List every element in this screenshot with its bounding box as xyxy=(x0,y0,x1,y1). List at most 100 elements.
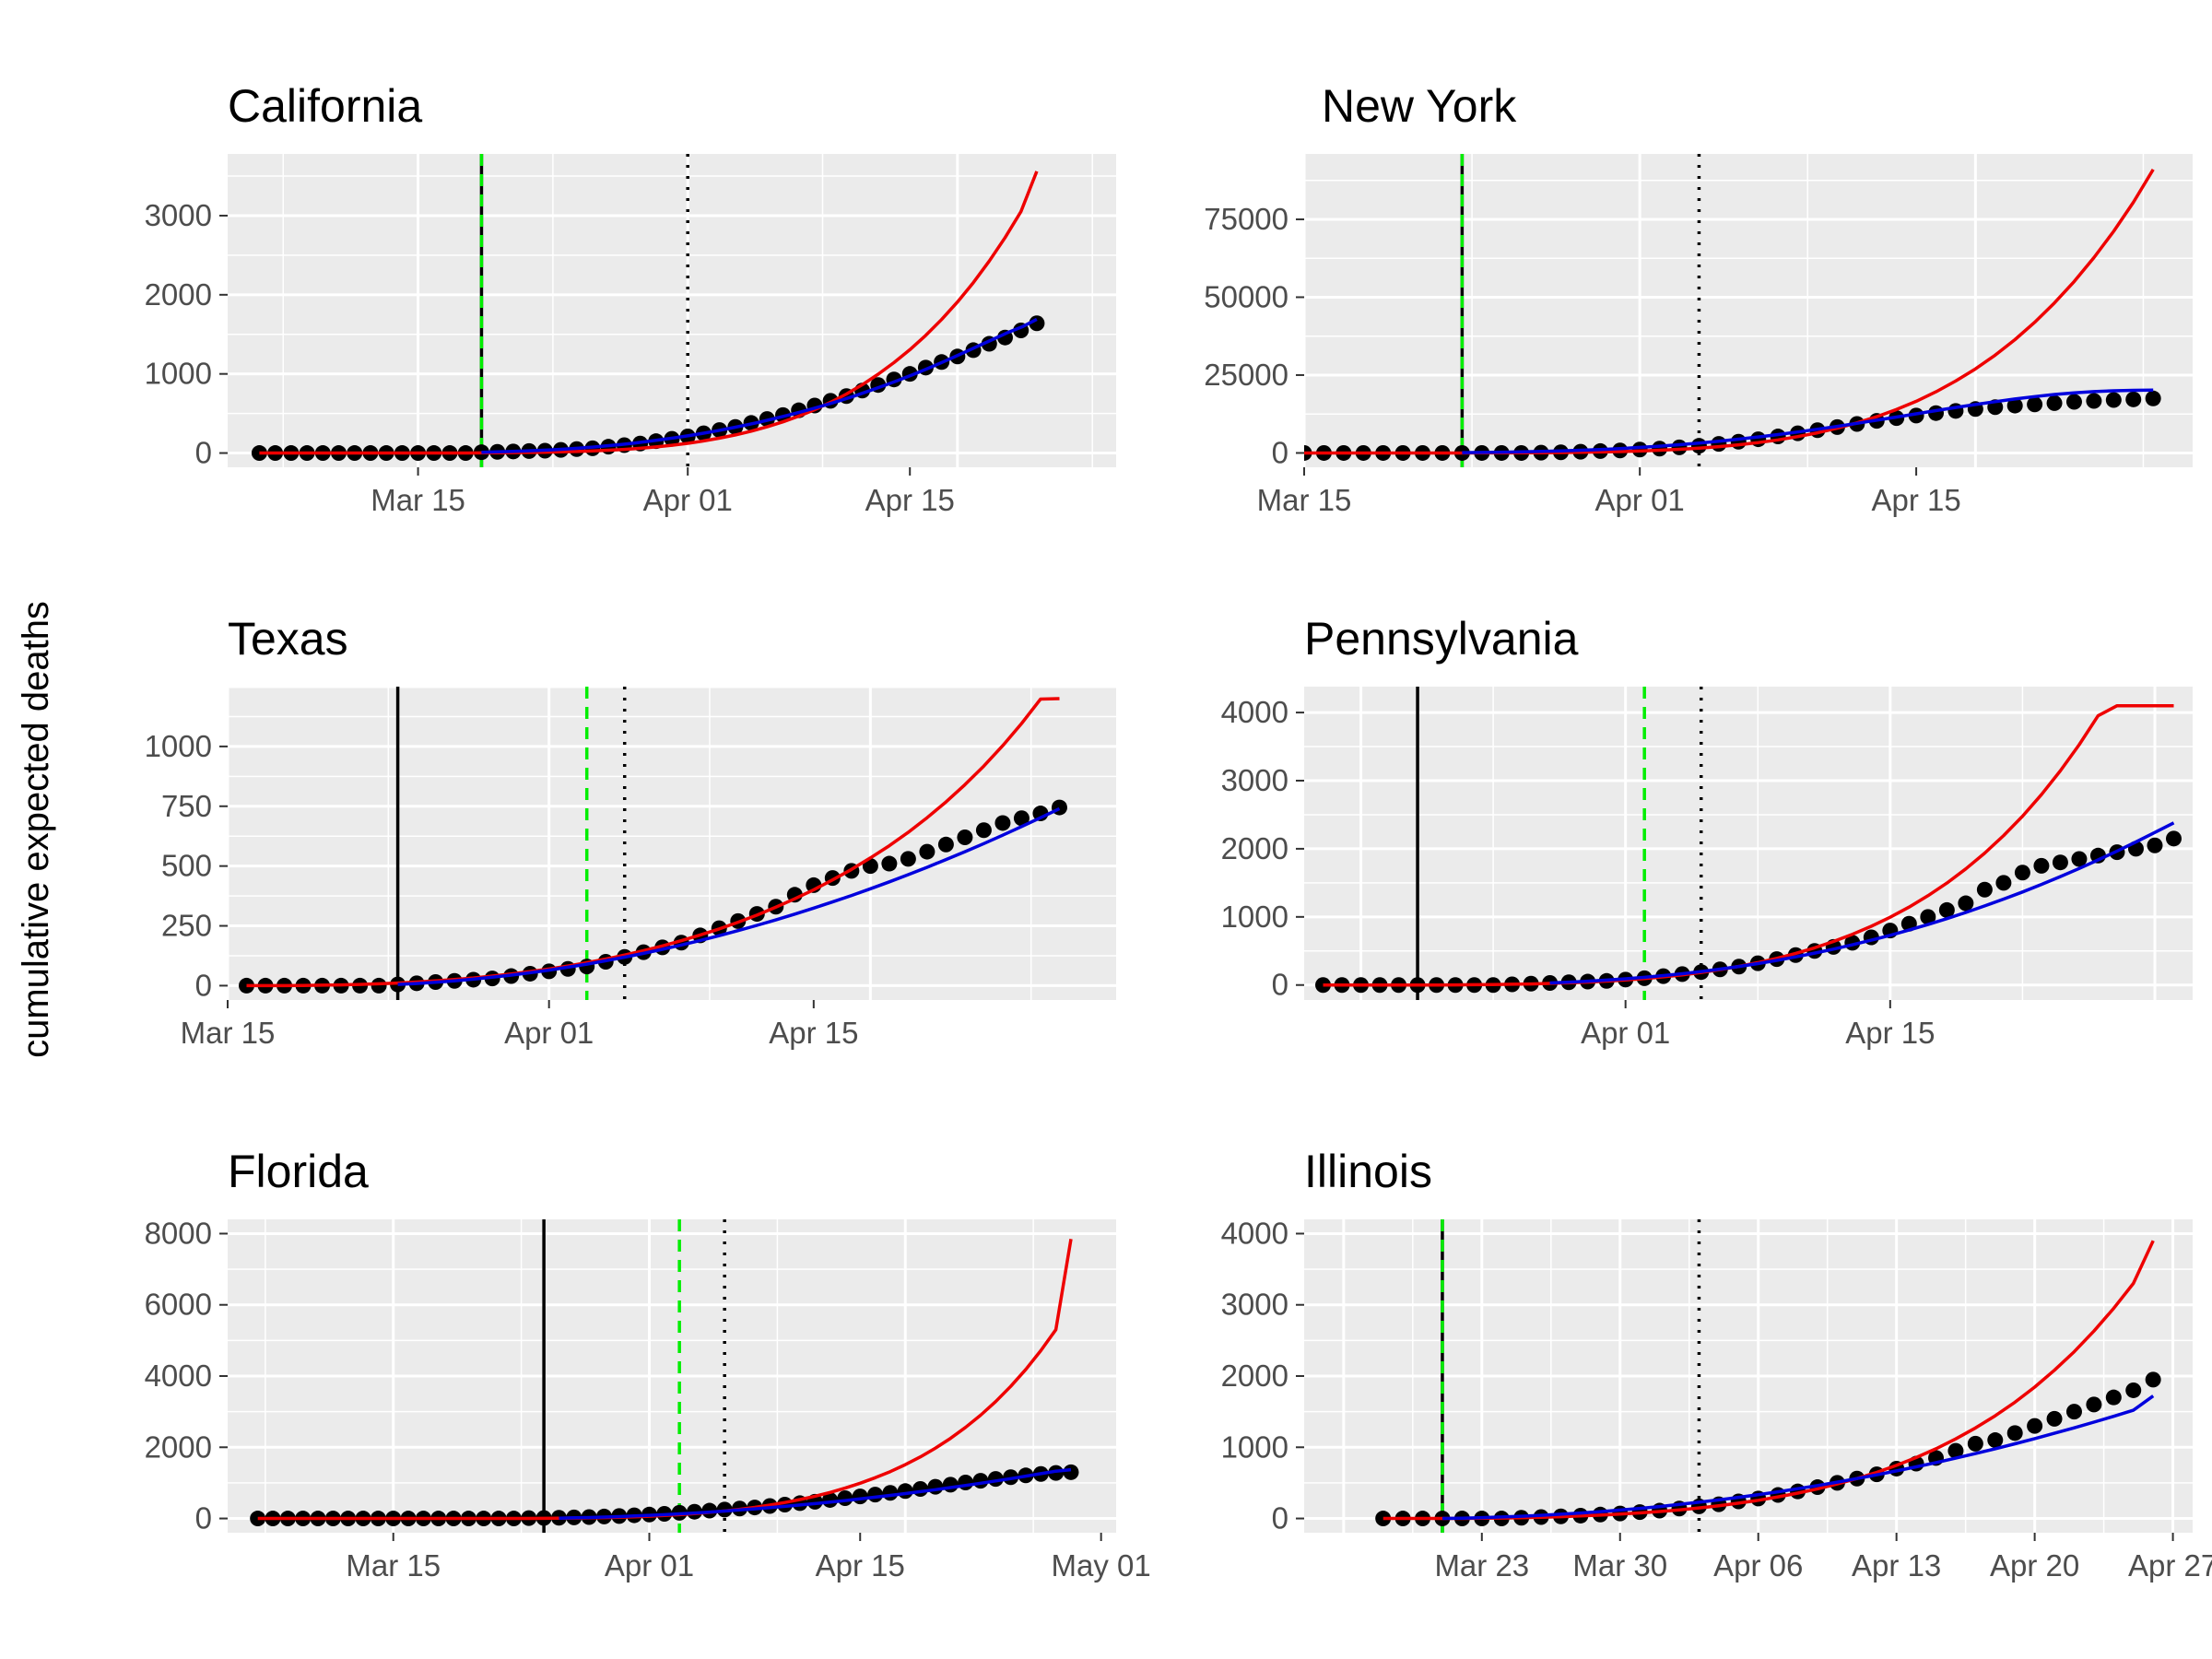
y-axis-label: cumulative expected deaths xyxy=(16,601,56,1058)
data-point xyxy=(1938,901,1955,918)
x-tick-label: Apr 01 xyxy=(1581,1016,1670,1050)
panel-background xyxy=(1304,154,2193,467)
data-point xyxy=(881,855,898,872)
x-tick-label: Apr 20 xyxy=(1990,1548,2079,1583)
data-point xyxy=(1987,1432,2004,1449)
data-point xyxy=(1730,433,1747,450)
blue-model-line xyxy=(559,1467,1072,1520)
x-tick-label: Mar 15 xyxy=(1257,483,1352,517)
data-point xyxy=(972,1473,989,1489)
y-tick-label: 75000 xyxy=(1204,202,1288,236)
red-model-line xyxy=(246,697,1060,988)
data-point xyxy=(2086,393,2102,409)
data-point xyxy=(958,1475,974,1491)
blue-model-line xyxy=(1462,388,2154,454)
x-tick-label: Apr 13 xyxy=(1852,1548,1941,1583)
data-point xyxy=(1995,875,2012,891)
y-tick-label: 2000 xyxy=(1221,831,1288,865)
blue-model-line xyxy=(1549,821,2175,985)
data-point xyxy=(912,1480,929,1497)
y-tick-label: 0 xyxy=(195,968,212,1002)
data-point xyxy=(1029,315,1045,332)
data-point xyxy=(2086,1396,2102,1413)
data-point xyxy=(900,851,916,867)
data-point xyxy=(2165,830,2182,847)
panel-5: Illinois Mar 23 Mar 30 Apr 06 Apr 13 Apr 20 Ap… xyxy=(1221,1146,2212,1583)
data-point xyxy=(2125,1382,2142,1398)
data-point xyxy=(2105,1389,2122,1406)
x-tick-label: Apr 01 xyxy=(605,1548,694,1583)
panel-1: New York Mar 15 Apr 01 Apr 15 0 25000 50000 750… xyxy=(1204,80,2193,517)
data-point xyxy=(1671,439,1688,455)
y-tick-label: 8000 xyxy=(145,1216,212,1250)
panel-title: Texas xyxy=(228,613,348,665)
panel-background xyxy=(228,154,1116,467)
y-tick-label: 3000 xyxy=(1221,763,1288,797)
y-tick-label: 50000 xyxy=(1204,279,1288,313)
y-tick-label: 0 xyxy=(1272,435,1288,469)
data-point xyxy=(250,1511,266,1527)
y-tick-label: 25000 xyxy=(1204,358,1288,392)
x-tick-label: Apr 06 xyxy=(1713,1548,1803,1583)
data-point xyxy=(2065,394,2082,410)
blue-model-line xyxy=(1441,1394,2155,1521)
data-point xyxy=(1375,1511,1392,1527)
x-tick-label: Mar 15 xyxy=(181,1016,276,1050)
y-tick-label: 0 xyxy=(1272,968,1288,1002)
plot-area xyxy=(239,687,1067,1000)
panel-title: Illinois xyxy=(1304,1146,1432,1197)
data-point xyxy=(975,822,992,839)
panel-title: New York xyxy=(1322,80,1517,132)
y-tick-label: 4000 xyxy=(1221,695,1288,729)
panel-title: California xyxy=(228,80,422,132)
y-tick-label: 0 xyxy=(1272,1501,1288,1535)
data-point xyxy=(1967,1435,1983,1452)
y-tick-label: 750 xyxy=(161,789,212,823)
data-point xyxy=(2014,865,2030,881)
data-point xyxy=(937,836,954,853)
data-point xyxy=(2145,1371,2161,1388)
x-tick-label: May 01 xyxy=(1052,1548,1151,1583)
data-point xyxy=(2046,394,2063,411)
x-tick-label: Mar 30 xyxy=(1572,1548,1667,1583)
y-tick-label: 250 xyxy=(161,909,212,943)
data-point xyxy=(837,1490,853,1507)
x-tick-label: Mar 15 xyxy=(371,483,465,517)
data-point xyxy=(2125,391,2142,407)
x-tick-label: Apr 01 xyxy=(643,483,733,517)
data-point xyxy=(2006,1425,2023,1441)
panel-3: Pennsylvania Apr 01 Apr 15 0 1000 2000 3000 400… xyxy=(1221,613,2193,1050)
y-tick-label: 500 xyxy=(161,849,212,883)
y-tick-label: 2000 xyxy=(145,277,212,312)
data-point xyxy=(994,815,1011,831)
data-point xyxy=(1048,1465,1065,1481)
data-point xyxy=(942,1477,959,1493)
data-point xyxy=(852,1488,868,1505)
blue-model-line xyxy=(481,317,1038,454)
plot-area xyxy=(250,1219,1079,1533)
data-point xyxy=(2033,857,2050,874)
data-point xyxy=(1690,438,1707,454)
y-tick-label: 6000 xyxy=(145,1288,212,1322)
y-tick-label: 4000 xyxy=(1221,1216,1288,1250)
panel-4: Florida Mar 15 Apr 01 Apr 15 May 01 0 2000 4000… xyxy=(145,1146,1151,1583)
y-tick-label: 1000 xyxy=(145,729,212,763)
data-point xyxy=(927,1478,944,1495)
plot-area xyxy=(1315,687,2182,1000)
data-point xyxy=(1013,810,1030,827)
x-tick-label: Apr 01 xyxy=(1595,483,1685,517)
data-point xyxy=(2027,1418,2043,1434)
data-point xyxy=(957,830,973,846)
data-point xyxy=(2071,851,2088,867)
y-tick-label: 2000 xyxy=(1221,1359,1288,1393)
data-point xyxy=(1063,1464,1079,1480)
plot-area xyxy=(1375,1219,2161,1533)
y-tick-label: 0 xyxy=(195,1501,212,1535)
x-tick-label: Apr 15 xyxy=(1871,483,1960,517)
data-point xyxy=(1920,909,1936,925)
panel-title: Florida xyxy=(228,1146,369,1197)
y-tick-label: 2000 xyxy=(145,1430,212,1464)
panel-2: Texas Mar 15 Apr 01 Apr 15 0 250 500 750 1000 xyxy=(145,613,1116,1050)
x-tick-label: Apr 27 xyxy=(2128,1548,2212,1583)
